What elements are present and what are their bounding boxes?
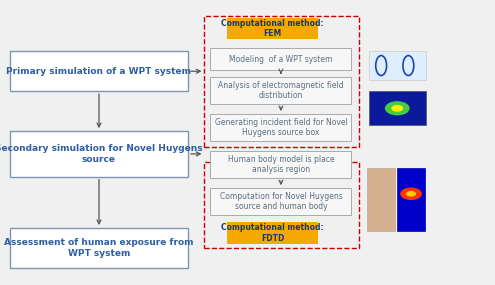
Text: Computational method:
FDTD: Computational method: FDTD (221, 223, 324, 243)
Bar (397, 168, 425, 231)
Text: Modeling  of a WPT system: Modeling of a WPT system (229, 55, 333, 64)
Bar (369, 91, 426, 125)
Bar (10, 51, 188, 91)
Circle shape (406, 191, 416, 197)
Bar (204, 16, 359, 147)
Circle shape (391, 105, 403, 112)
Circle shape (385, 101, 410, 115)
Text: Analysis of electromagnetic field
distribution: Analysis of electromagnetic field distri… (218, 81, 344, 100)
Bar (210, 48, 351, 70)
Text: Secondary simulation for Novel Huygens
source: Secondary simulation for Novel Huygens s… (0, 144, 203, 164)
Text: Human body model is place
analysis region: Human body model is place analysis regio… (228, 155, 334, 174)
Bar (210, 151, 351, 178)
Bar (210, 188, 351, 215)
Bar (10, 228, 188, 268)
Bar (10, 131, 188, 177)
Text: Assessment of human exposure from
WPT system: Assessment of human exposure from WPT sy… (4, 238, 194, 258)
Text: Primary simulation of a WPT system: Primary simulation of a WPT system (6, 67, 192, 76)
Bar (204, 162, 359, 248)
Bar (210, 114, 351, 141)
Bar (227, 18, 318, 39)
Bar (367, 168, 395, 231)
Text: Computation for Novel Huygens
source and human body: Computation for Novel Huygens source and… (220, 192, 342, 211)
Bar (369, 51, 426, 80)
Bar (210, 77, 351, 104)
Text: Computational method:
FEM: Computational method: FEM (221, 19, 324, 38)
Bar (227, 222, 318, 244)
Circle shape (400, 188, 422, 200)
Text: Generating incident field for Novel
Huygens source box: Generating incident field for Novel Huyg… (214, 118, 347, 137)
